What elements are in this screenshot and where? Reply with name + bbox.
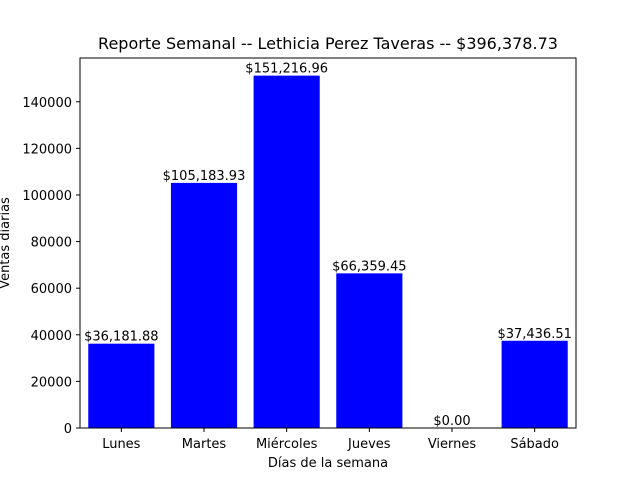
x-tick-label: Viernes	[428, 437, 477, 452]
x-tick-label: Sábado	[510, 437, 559, 452]
x-axis-ticks: Lunes Martes Miércoles Jueves Viernes Sábado	[102, 428, 559, 452]
data-labels-group: $36,181.88 $105,183.93 $151,216.96 $66,359.…	[84, 62, 572, 429]
bar	[88, 343, 155, 428]
bar-value-label: $36,181.88	[84, 330, 158, 345]
bar-value-label: $151,216.96	[245, 62, 328, 77]
x-tick-label: Jueves	[347, 437, 391, 452]
bar	[253, 75, 320, 428]
bars-group	[88, 75, 568, 428]
y-tick-label: 0	[64, 422, 72, 437]
x-axis-label: Días de la semana	[268, 456, 388, 471]
bar	[336, 273, 403, 428]
y-axis-ticks: 0 20000 40000 60000 80000 100000 120000 140000	[22, 96, 80, 437]
plot-frame	[79, 57, 577, 429]
y-tick-label: 80000	[31, 236, 72, 251]
x-tick-label: Miércoles	[256, 437, 318, 452]
x-tick-label: Martes	[182, 437, 227, 452]
bar	[170, 182, 238, 428]
bar	[501, 340, 568, 428]
bar-value-label: $66,359.45	[332, 259, 406, 274]
chart-title: Reporte Semanal -- Lethicia Perez Tavera…	[98, 34, 558, 53]
y-tick-label: 40000	[31, 329, 72, 344]
bar-value-label: $105,183.93	[163, 169, 246, 184]
y-tick-label: 20000	[31, 375, 72, 390]
y-axis-label: Ventas diarias	[0, 197, 13, 289]
x-tick-label: Lunes	[102, 437, 140, 452]
y-tick-label: 140000	[22, 96, 72, 111]
y-tick-label: 60000	[31, 282, 72, 297]
bar-value-label: $37,436.51	[497, 327, 571, 342]
y-tick-label: 100000	[22, 189, 72, 204]
bar-value-label: $0.00	[433, 414, 470, 429]
y-tick-label: 120000	[22, 142, 72, 157]
